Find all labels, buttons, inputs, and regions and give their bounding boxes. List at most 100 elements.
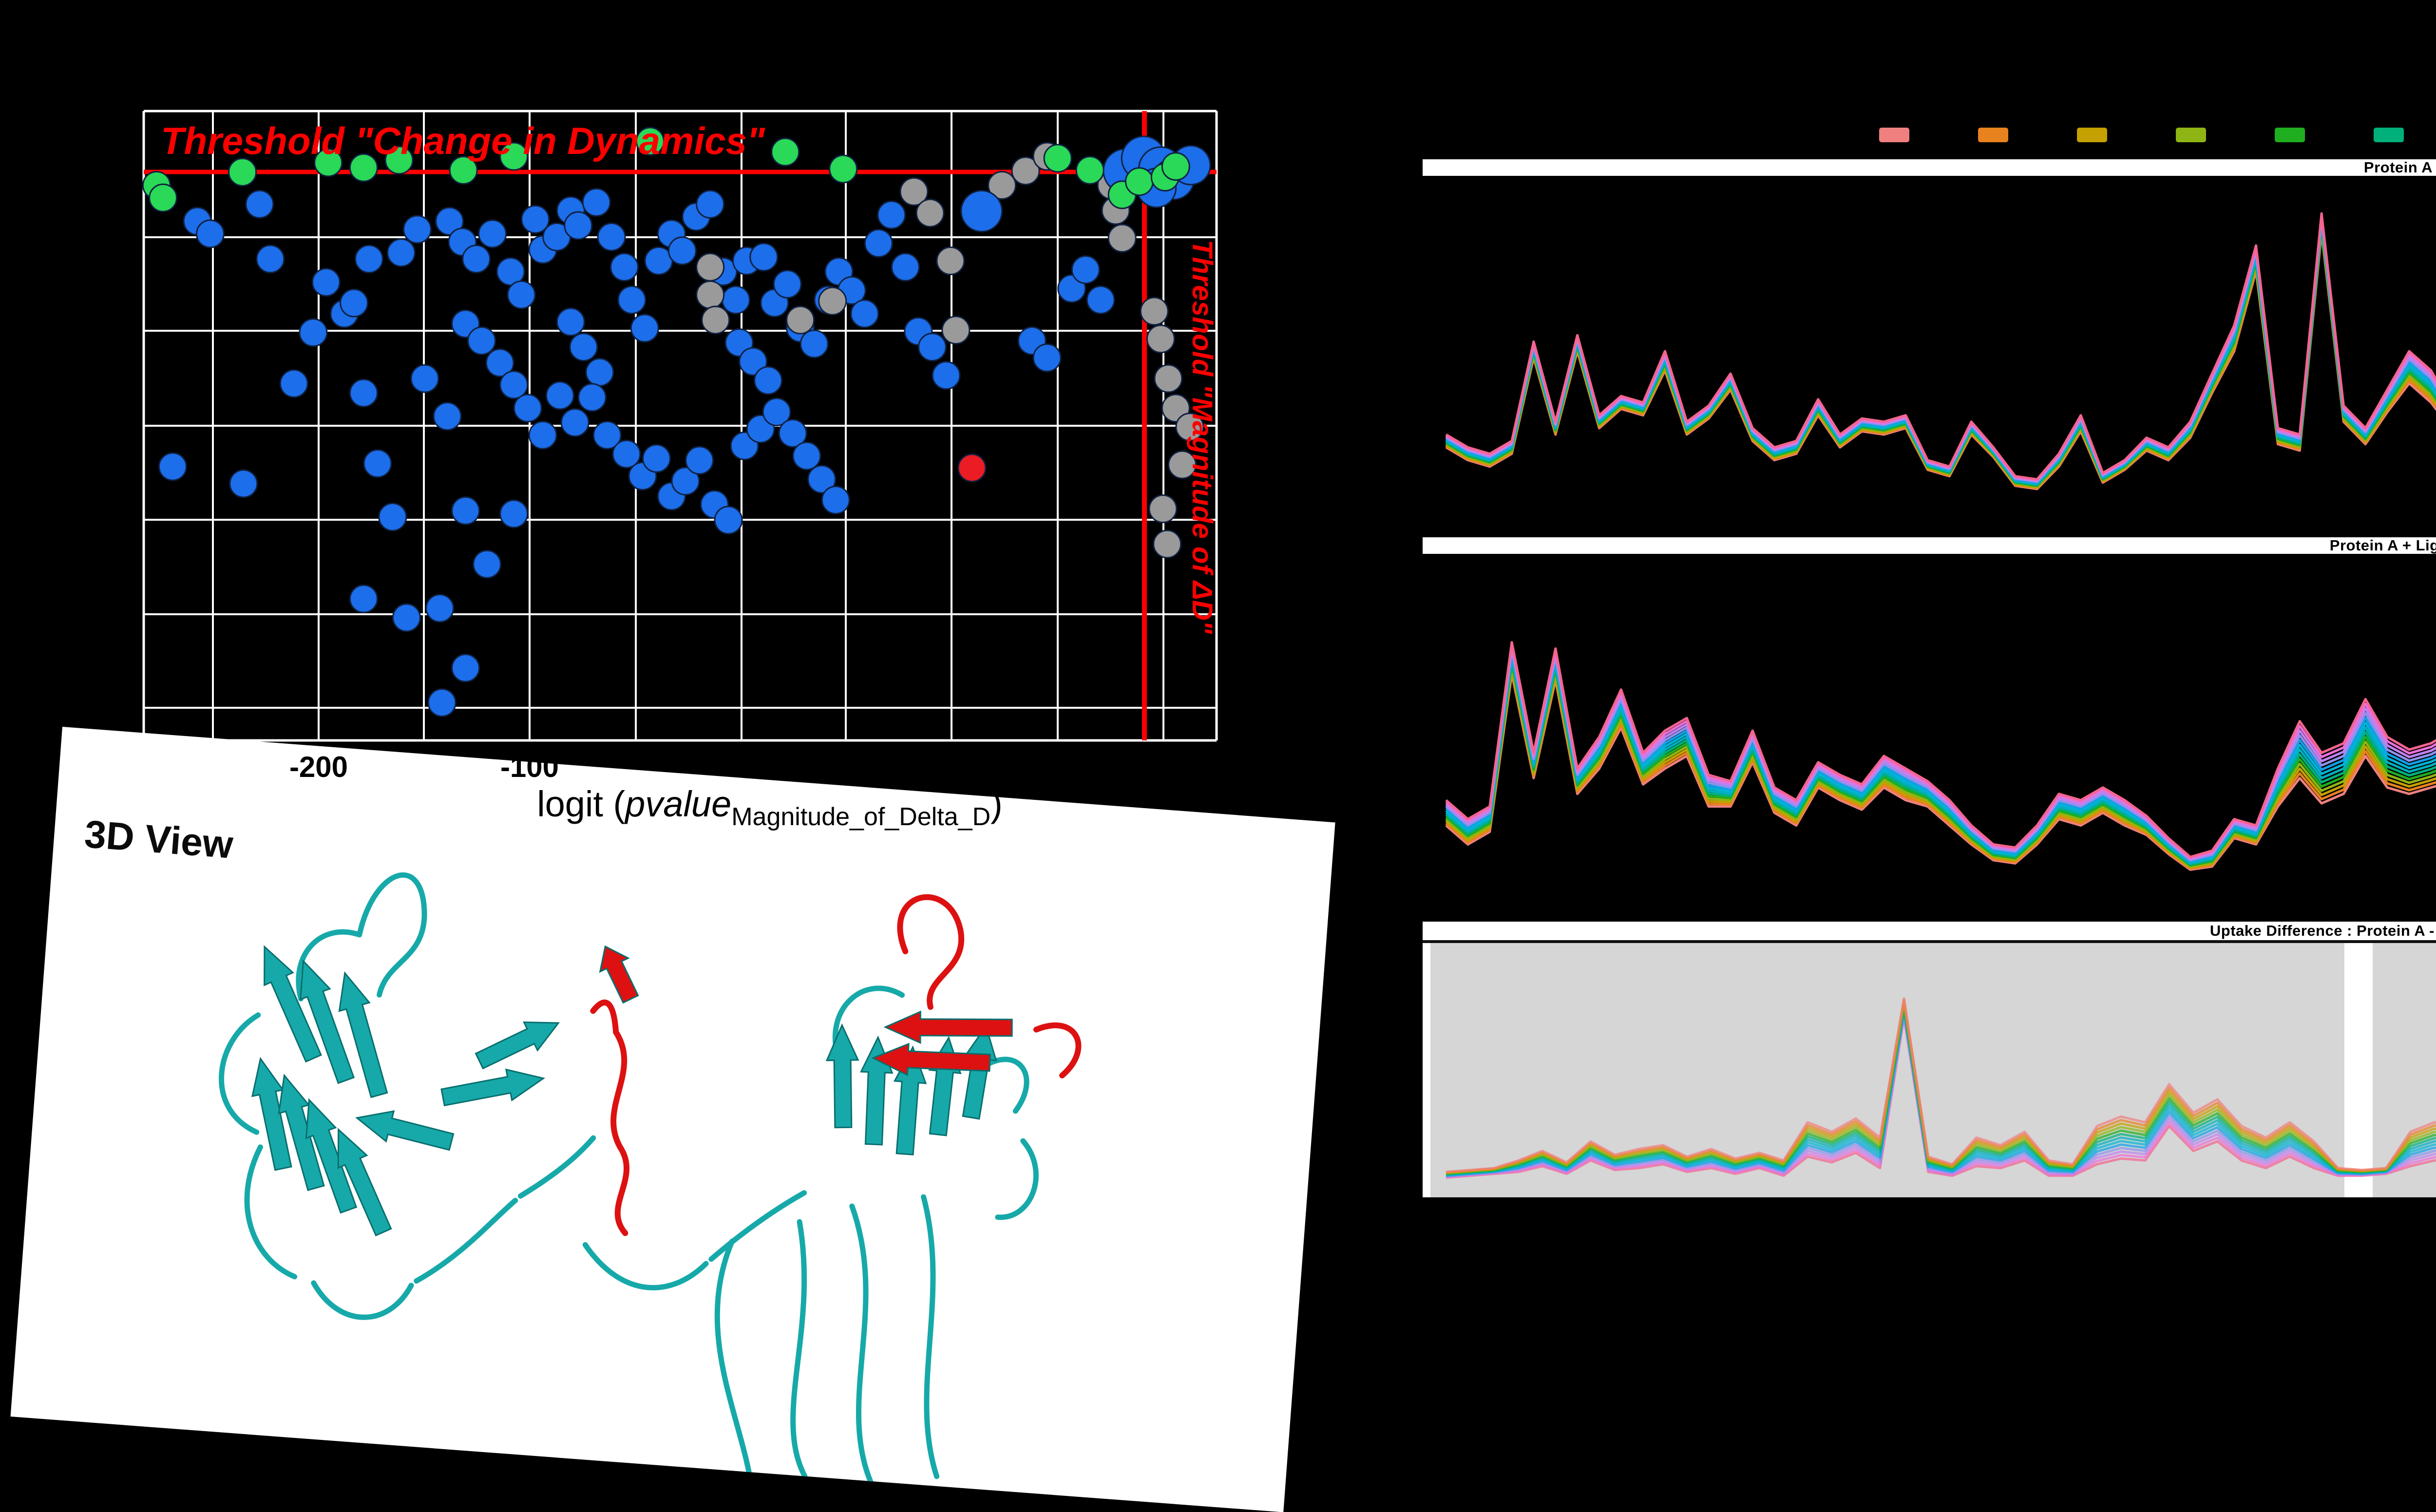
volcano-point[interactable]: [864, 228, 893, 258]
volcano-point[interactable]: [1161, 152, 1190, 181]
volcano-point[interactable]: [696, 252, 725, 282]
volcano-point[interactable]: [630, 314, 659, 343]
volcano-point[interactable]: [1175, 413, 1204, 442]
volcano-point[interactable]: [403, 215, 432, 244]
volcano-point[interactable]: [671, 467, 700, 496]
volcano-plot[interactable]: Threshold "Change in Dynamics" Threshold …: [0, 0, 2436, 1323]
volcano-point[interactable]: [749, 243, 779, 272]
volcano-point[interactable]: [1107, 224, 1137, 253]
volcano-point[interactable]: [499, 142, 529, 171]
volcano-point[interactable]: [1153, 529, 1182, 559]
volcano-point[interactable]: [478, 219, 507, 248]
volcano-point[interactable]: [1124, 167, 1154, 196]
volcano-point[interactable]: [778, 419, 807, 448]
volcano-point[interactable]: [792, 441, 821, 471]
volcano-point[interactable]: [771, 137, 800, 167]
volcano-point[interactable]: [917, 333, 947, 361]
volcano-point[interactable]: [384, 146, 414, 175]
volcano-point[interactable]: [915, 198, 945, 227]
volcano-point[interactable]: [807, 465, 837, 494]
volcano-point[interactable]: [685, 446, 714, 475]
volcano-point[interactable]: [936, 246, 965, 275]
volcano-point[interactable]: [960, 189, 1003, 232]
volcano-point[interactable]: [1086, 285, 1115, 315]
volcano-point[interactable]: [1148, 494, 1178, 524]
volcano-point[interactable]: [378, 502, 407, 531]
volcano-point[interactable]: [496, 257, 525, 286]
volcano-point[interactable]: [799, 329, 829, 359]
volcano-point[interactable]: [592, 420, 622, 450]
volcano-point[interactable]: [818, 286, 847, 316]
volcano-point[interactable]: [1043, 144, 1072, 173]
volcano-point[interactable]: [667, 236, 697, 265]
legend-swatch-6[interactable]: [2374, 128, 2404, 142]
volcano-point[interactable]: [829, 154, 858, 184]
volcano-point[interactable]: [899, 177, 929, 206]
volcano-point[interactable]: [528, 420, 557, 450]
volcano-point[interactable]: [314, 148, 343, 177]
volcano-point[interactable]: [507, 280, 536, 309]
volcano-point[interactable]: [577, 383, 607, 412]
volcano-point[interactable]: [545, 381, 574, 410]
volcano-point[interactable]: [256, 245, 285, 274]
volcano-point[interactable]: [609, 252, 639, 282]
volcano-point[interactable]: [425, 594, 455, 623]
volcano-point[interactable]: [451, 496, 480, 525]
volcano-point[interactable]: [462, 245, 491, 274]
volcano-point[interactable]: [722, 285, 751, 315]
volcano-point[interactable]: [196, 219, 225, 248]
volcano-point[interactable]: [229, 469, 258, 498]
uptake-plot-protein-a[interactable]: [1423, 176, 2436, 536]
volcano-point[interactable]: [513, 394, 542, 423]
volcano-point[interactable]: [941, 316, 971, 345]
volcano-point[interactable]: [696, 280, 725, 309]
volcano-point[interactable]: [564, 211, 593, 240]
volcano-point[interactable]: [714, 506, 743, 535]
volcano-point[interactable]: [349, 153, 378, 182]
volcano-point[interactable]: [585, 358, 614, 387]
volcano-point[interactable]: [499, 499, 529, 529]
volcano-point[interactable]: [560, 408, 590, 437]
volcano-point[interactable]: [521, 205, 550, 234]
volcano-point[interactable]: [433, 402, 462, 431]
volcano-point[interactable]: [773, 269, 802, 299]
volcano-point[interactable]: [299, 318, 328, 347]
legend-swatch-1[interactable]: [1879, 128, 1909, 142]
volcano-point[interactable]: [1154, 364, 1183, 393]
uptake-plot-protein-a-ligand[interactable]: [1423, 553, 2436, 921]
structure-panel[interactable]: 3D View: [10, 727, 1335, 1512]
volcano-point[interactable]: [754, 366, 783, 395]
volcano-point[interactable]: [499, 370, 529, 399]
volcano-point[interactable]: [228, 157, 257, 187]
volcano-point[interactable]: [850, 299, 879, 328]
volcano-point[interactable]: [932, 361, 961, 390]
volcano-point[interactable]: [739, 347, 768, 376]
volcano-point[interactable]: [988, 170, 1017, 200]
volcano-point[interactable]: [349, 584, 378, 613]
volcano-point[interactable]: [1075, 155, 1104, 185]
volcano-point[interactable]: [449, 155, 478, 185]
uptake-difference-plot[interactable]: [1423, 943, 2436, 1197]
volcano-point[interactable]: [635, 127, 665, 156]
legend-swatch-2[interactable]: [1978, 128, 2008, 142]
volcano-point[interactable]: [1140, 297, 1169, 326]
volcano-point[interactable]: [1146, 324, 1175, 354]
volcano-point[interactable]: [435, 207, 464, 236]
volcano-point[interactable]: [1011, 156, 1040, 186]
volcano-point[interactable]: [786, 305, 815, 335]
volcano-point[interactable]: [762, 397, 791, 427]
volcano-point[interactable]: [245, 189, 274, 219]
volcano-point[interactable]: [696, 189, 725, 219]
volcano-point[interactable]: [569, 333, 598, 361]
volcano-point[interactable]: [363, 449, 392, 478]
volcano-point[interactable]: [642, 444, 671, 473]
volcano-point[interactable]: [701, 305, 730, 335]
volcano-point[interactable]: [149, 183, 178, 212]
volcano-point[interactable]: [612, 439, 641, 469]
volcano-point[interactable]: [1168, 450, 1197, 479]
volcano-point[interactable]: [1071, 255, 1100, 284]
volcano-point[interactable]: [427, 688, 457, 717]
volcano-point[interactable]: [349, 378, 378, 408]
volcano-point[interactable]: [467, 326, 496, 356]
volcano-point[interactable]: [311, 267, 341, 297]
